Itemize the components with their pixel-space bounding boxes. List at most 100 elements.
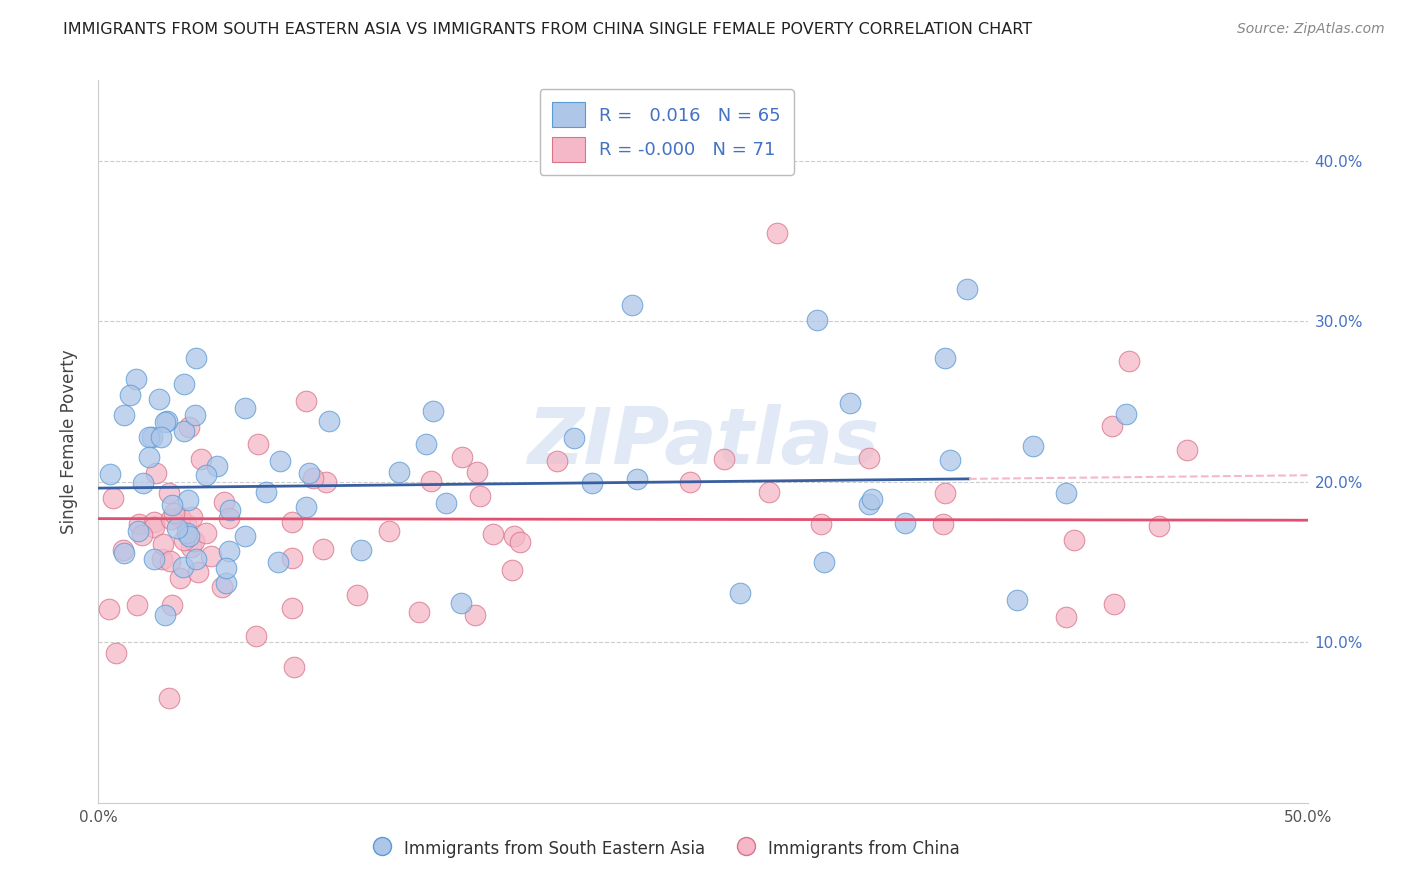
Point (312, 542, 335, 557)
Point (245, 629, 267, 643)
Point (173, 533, 195, 548)
Point (415, 437, 437, 451)
Point (176, 525, 198, 540)
Text: ZIPatlas: ZIPatlas (527, 403, 879, 480)
Point (125, 598, 148, 612)
Point (346, 589, 368, 603)
Point (127, 524, 149, 538)
Point (195, 468, 218, 483)
Point (810, 517, 832, 532)
Point (114, 409, 136, 423)
Point (187, 565, 209, 579)
Point (283, 660, 305, 674)
Point (181, 509, 204, 524)
Point (132, 476, 155, 491)
Point (105, 646, 128, 660)
Point (350, 542, 373, 557)
Point (162, 506, 184, 520)
Point (620, 298, 643, 312)
Point (302, 471, 325, 485)
Point (562, 431, 585, 445)
Point (1175, 443, 1198, 458)
Point (173, 377, 195, 392)
Point (160, 598, 183, 612)
Point (184, 552, 207, 566)
Point (141, 430, 163, 444)
Point (233, 401, 256, 416)
Point (159, 554, 181, 568)
Point (143, 519, 166, 533)
Point (1115, 407, 1137, 421)
Point (153, 608, 176, 623)
Point (157, 486, 180, 500)
Text: IMMIGRANTS FROM SOUTH EASTERN ASIA VS IMMIGRANTS FROM CHINA SINGLE FEMALE POVERT: IMMIGRANTS FROM SOUTH EASTERN ASIA VS IM… (63, 22, 1032, 37)
Point (183, 534, 205, 549)
Point (501, 563, 523, 577)
Point (246, 437, 269, 451)
Point (934, 485, 956, 500)
Point (281, 515, 304, 529)
Point (269, 454, 291, 468)
Point (1063, 533, 1085, 548)
Point (162, 498, 184, 512)
Point (408, 606, 430, 620)
Point (858, 497, 880, 511)
Point (679, 475, 702, 489)
Point (112, 546, 135, 560)
Point (111, 542, 134, 557)
Point (546, 454, 568, 468)
Point (581, 475, 603, 490)
Point (315, 475, 337, 490)
Point (118, 388, 141, 402)
Point (212, 494, 235, 508)
Point (101, 491, 124, 505)
Point (434, 496, 457, 510)
Point (450, 596, 472, 610)
Point (468, 490, 491, 504)
Point (626, 472, 648, 486)
Point (294, 500, 316, 515)
Point (215, 561, 238, 575)
Point (1147, 519, 1170, 533)
Point (1118, 353, 1140, 368)
Point (131, 528, 153, 542)
Point (387, 466, 409, 480)
Point (297, 467, 319, 481)
Point (464, 607, 486, 622)
Point (219, 502, 242, 516)
Point (152, 536, 174, 550)
Point (211, 581, 233, 595)
Point (179, 420, 201, 434)
Point (450, 450, 472, 465)
Legend: Immigrants from South Eastern Asia, Immigrants from China: Immigrants from South Eastern Asia, Immi… (366, 830, 969, 867)
Point (482, 527, 505, 541)
Point (766, 226, 789, 240)
Point (138, 430, 160, 444)
Point (267, 555, 290, 569)
Point (1102, 598, 1125, 612)
Point (128, 516, 150, 531)
Point (281, 551, 304, 566)
Point (939, 453, 962, 467)
Text: Source: ZipAtlas.com: Source: ZipAtlas.com (1237, 22, 1385, 37)
Point (174, 516, 197, 531)
Point (1007, 593, 1029, 607)
Point (419, 474, 441, 488)
Point (153, 415, 176, 429)
Point (143, 552, 166, 566)
Point (956, 282, 979, 296)
Point (509, 534, 531, 549)
Point (858, 451, 880, 466)
Point (893, 516, 915, 530)
Point (180, 540, 202, 554)
Y-axis label: Single Female Poverty: Single Female Poverty (59, 350, 77, 533)
Point (183, 409, 205, 423)
Point (932, 516, 955, 531)
Point (190, 451, 212, 466)
Point (422, 404, 444, 418)
Point (98, 467, 121, 482)
Point (728, 586, 751, 600)
Point (758, 485, 780, 500)
Point (160, 512, 183, 526)
Point (169, 510, 191, 524)
